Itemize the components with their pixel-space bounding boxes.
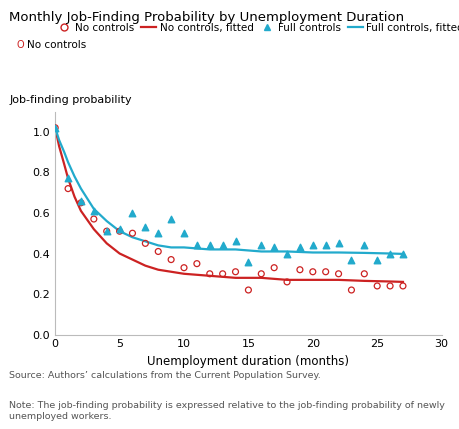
- Point: [373, 256, 380, 263]
- Point: [347, 256, 354, 263]
- Point: [193, 242, 200, 249]
- Point: [103, 228, 110, 235]
- Point: [77, 199, 84, 206]
- Point: [193, 260, 200, 267]
- Point: [90, 208, 97, 214]
- Point: [244, 287, 252, 293]
- Text: Source: Authors’ calculations from the Current Population Survey.: Source: Authors’ calculations from the C…: [9, 371, 320, 380]
- Point: [206, 242, 213, 249]
- Point: [283, 250, 290, 257]
- Point: [231, 268, 239, 275]
- Point: [154, 248, 162, 255]
- Point: [64, 185, 72, 192]
- Point: [129, 230, 136, 237]
- Point: [270, 244, 277, 251]
- Point: [321, 268, 329, 275]
- Legend: No controls, No controls, fitted, Full controls, Full controls, fitted: No controls, No controls, fitted, Full c…: [56, 23, 459, 33]
- Point: [308, 268, 316, 275]
- Point: [64, 175, 72, 182]
- Text: Monthly Job-Finding Probability by Unemployment Duration: Monthly Job-Finding Probability by Unemp…: [9, 11, 403, 24]
- Point: [231, 238, 239, 245]
- Point: [167, 216, 174, 223]
- Text: Note: The job-finding probability is expressed relative to the job-finding proba: Note: The job-finding probability is exp…: [9, 401, 444, 420]
- Point: [218, 242, 226, 249]
- Point: [257, 242, 264, 249]
- Point: [373, 283, 380, 290]
- Text: Job-finding probability: Job-finding probability: [9, 95, 132, 105]
- Point: [218, 270, 226, 277]
- Point: [167, 256, 174, 263]
- Point: [296, 244, 303, 251]
- Point: [141, 240, 149, 247]
- Point: [206, 270, 213, 277]
- Point: [386, 283, 393, 290]
- Point: [90, 216, 97, 223]
- Point: [116, 226, 123, 233]
- Point: [334, 240, 341, 247]
- Point: [180, 264, 187, 271]
- Point: [51, 124, 59, 131]
- Point: [154, 230, 162, 237]
- Point: [334, 270, 341, 277]
- Point: [321, 242, 329, 249]
- Point: [257, 270, 264, 277]
- Point: [398, 283, 406, 290]
- Point: [141, 224, 149, 230]
- Text: O: O: [17, 40, 24, 50]
- Point: [360, 242, 367, 249]
- Point: [77, 197, 84, 204]
- Point: [347, 287, 354, 293]
- X-axis label: Unemployment duration (months): Unemployment duration (months): [147, 355, 349, 368]
- Point: [103, 228, 110, 235]
- Point: [283, 278, 290, 285]
- Point: [360, 270, 367, 277]
- Point: [296, 266, 303, 273]
- Point: [129, 209, 136, 216]
- Point: [180, 230, 187, 237]
- Point: [308, 242, 316, 249]
- Point: [386, 250, 393, 257]
- Text: No controls: No controls: [27, 40, 86, 50]
- Point: [398, 250, 406, 257]
- Point: [244, 258, 252, 265]
- Point: [116, 228, 123, 235]
- Point: [270, 264, 277, 271]
- Point: [51, 124, 59, 131]
